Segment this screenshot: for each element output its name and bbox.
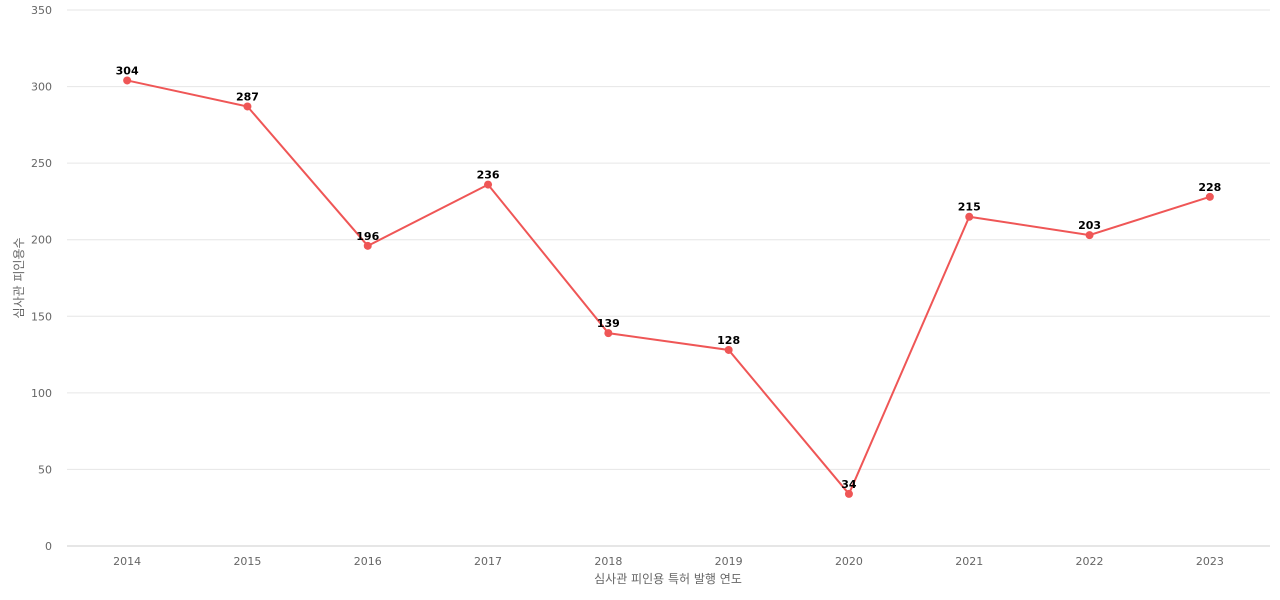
y-tick-label: 300 [31,81,52,94]
x-tick-label: 2020 [835,555,863,568]
y-tick-label: 150 [31,310,52,323]
y-tick-label: 0 [45,540,52,553]
data-point [243,102,252,111]
x-axis-ticks: 2014 2015 2016 2017 2018 2019 2020 2021 2022 2023 [113,555,1224,568]
data-point [363,241,372,250]
data-points [123,76,1214,498]
y-axis-ticks: 0 50 100 150 200 250 300 350 [31,4,52,553]
x-tick-label: 2014 [113,555,141,568]
data-point [604,329,613,338]
x-tick-label: 2019 [715,555,743,568]
x-axis-title: 심사관 피인용 특허 발행 연도 [594,571,742,586]
x-tick-label: 2015 [233,555,261,568]
data-label: 228 [1198,181,1221,194]
x-tick-label: 2016 [354,555,382,568]
x-tick-label: 2023 [1196,555,1224,568]
data-point [724,345,733,354]
y-tick-label: 350 [31,4,52,17]
x-tick-label: 2018 [594,555,622,568]
data-point [123,76,132,85]
data-label: 34 [841,478,857,491]
y-axis-title: 심사관 피인용수 [12,237,26,318]
data-point [965,212,974,221]
data-label: 304 [116,64,139,77]
grid-layer [67,9,1270,547]
data-label: 236 [477,169,500,182]
data-label: 196 [356,230,379,243]
y-tick-label: 200 [31,234,52,247]
data-point [844,489,853,498]
y-tick-label: 250 [31,157,52,170]
y-tick-label: 100 [31,387,52,400]
data-label: 139 [597,317,620,330]
data-label: 203 [1078,219,1101,232]
x-tick-label: 2021 [955,555,983,568]
data-labels: 304 287 196 236 139 128 34 215 203 228 [116,64,1222,490]
data-point [1085,231,1094,240]
data-label: 215 [958,201,981,214]
data-label: 128 [717,334,740,347]
data-point [1205,192,1214,201]
x-tick-label: 2022 [1076,555,1104,568]
x-tick-label: 2017 [474,555,502,568]
data-point [484,180,493,189]
series-line [126,79,1211,496]
data-label: 287 [236,90,259,103]
y-tick-label: 50 [38,463,52,476]
